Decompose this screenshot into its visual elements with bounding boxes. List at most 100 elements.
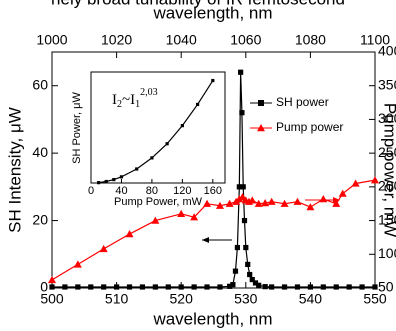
y-tick-label: 20 xyxy=(32,211,48,227)
marker xyxy=(99,244,108,253)
marker xyxy=(139,284,146,290)
inset-x-label: Pump Power, mW xyxy=(114,196,203,208)
marker xyxy=(293,197,302,205)
marker xyxy=(307,284,313,290)
y2-tick-label: 250 xyxy=(378,144,396,160)
marker xyxy=(249,276,255,283)
marker xyxy=(320,284,326,290)
eq-part: 2,03 xyxy=(140,87,158,98)
marker xyxy=(180,124,184,128)
marker xyxy=(73,260,82,268)
inset-x-tick-label: 80 xyxy=(146,185,158,197)
y2-axis-label: Pump power, mW xyxy=(381,103,396,237)
x-tick-label: 530 xyxy=(234,291,258,307)
marker xyxy=(135,167,139,171)
inset-x-tick-label: 0 xyxy=(88,185,94,197)
marker xyxy=(114,284,120,290)
y2-tick-label: 350 xyxy=(378,76,396,92)
marker xyxy=(238,192,247,201)
x-tick-label: 540 xyxy=(299,291,323,307)
arrow-head xyxy=(333,197,340,203)
inset-x-tick-label: 120 xyxy=(173,185,191,197)
marker xyxy=(241,217,248,224)
inset-x-tick-label: 40 xyxy=(115,185,127,197)
marker xyxy=(150,156,154,160)
marker xyxy=(240,184,246,190)
y2-tick-label: 300 xyxy=(378,110,396,126)
marker xyxy=(372,284,378,290)
marker xyxy=(126,284,133,290)
marker xyxy=(346,284,352,290)
marker xyxy=(243,244,249,251)
marker xyxy=(247,271,253,278)
marker xyxy=(112,177,116,182)
eq-part: 1 xyxy=(135,99,140,110)
marker xyxy=(262,284,268,290)
marker xyxy=(101,284,107,290)
series-line xyxy=(98,80,214,184)
marker xyxy=(294,284,301,290)
caption-fragment: nely broad tunability of IR femtosecond xyxy=(51,0,345,8)
marker xyxy=(351,179,360,187)
marker xyxy=(195,102,200,107)
inset-y-label: SH Power, μW xyxy=(71,92,83,164)
y2-tick-label: 200 xyxy=(378,178,396,194)
y-tick-label: 0 xyxy=(40,279,48,295)
x-tick-label: 500 xyxy=(40,291,64,307)
marker xyxy=(97,181,101,185)
marker xyxy=(245,261,251,267)
plot-frame xyxy=(51,51,376,289)
x2-tick-label: 1040 xyxy=(166,32,197,48)
y2-tick-label: 400 xyxy=(378,43,396,59)
y-axis-label: SH Intensity, μW xyxy=(5,107,24,233)
legend-marker xyxy=(258,100,264,106)
marker xyxy=(256,282,262,288)
x2-axis-label: wavelength, nm xyxy=(152,3,272,22)
marker xyxy=(178,284,184,290)
marker xyxy=(48,275,56,284)
marker xyxy=(227,283,233,289)
marker xyxy=(119,175,124,179)
marker xyxy=(62,284,68,290)
y2-tick-label: 100 xyxy=(378,245,396,261)
eq-part: 2 xyxy=(117,99,122,110)
legend-label: Pump power xyxy=(276,120,343,134)
marker xyxy=(338,189,347,197)
marker xyxy=(215,201,224,209)
x-tick-label: 550 xyxy=(363,291,387,307)
marker xyxy=(306,203,315,211)
y-tick-label: 40 xyxy=(32,144,48,160)
marker xyxy=(49,284,55,290)
inset-frame xyxy=(90,71,226,184)
marker xyxy=(191,284,197,290)
marker xyxy=(88,284,94,290)
y2-tick-label: 50 xyxy=(378,279,394,295)
marker xyxy=(232,268,239,274)
x2-tick-label: 1080 xyxy=(295,32,326,48)
marker xyxy=(252,280,259,286)
x-tick-label: 510 xyxy=(105,291,129,307)
marker xyxy=(177,209,186,218)
x2-tick-label: 1060 xyxy=(230,32,261,48)
marker xyxy=(280,199,289,207)
marker xyxy=(190,213,199,221)
marker xyxy=(211,78,215,83)
marker xyxy=(75,284,81,290)
marker xyxy=(165,142,169,146)
x-axis-label: wavelength, nm xyxy=(152,309,272,328)
marker xyxy=(104,179,108,184)
y2-tick-label: 150 xyxy=(378,211,396,227)
marker xyxy=(269,284,275,290)
marker xyxy=(359,284,365,290)
marker xyxy=(151,216,160,224)
marker xyxy=(217,284,223,290)
marker xyxy=(204,284,210,290)
marker xyxy=(254,199,263,207)
legend-label: SH power xyxy=(276,95,329,109)
marker xyxy=(125,230,134,238)
marker xyxy=(230,282,236,288)
marker xyxy=(261,199,270,207)
x-tick-label: 520 xyxy=(170,291,194,307)
inset-equation: I2~I12,03 xyxy=(112,87,158,110)
marker xyxy=(236,184,242,190)
